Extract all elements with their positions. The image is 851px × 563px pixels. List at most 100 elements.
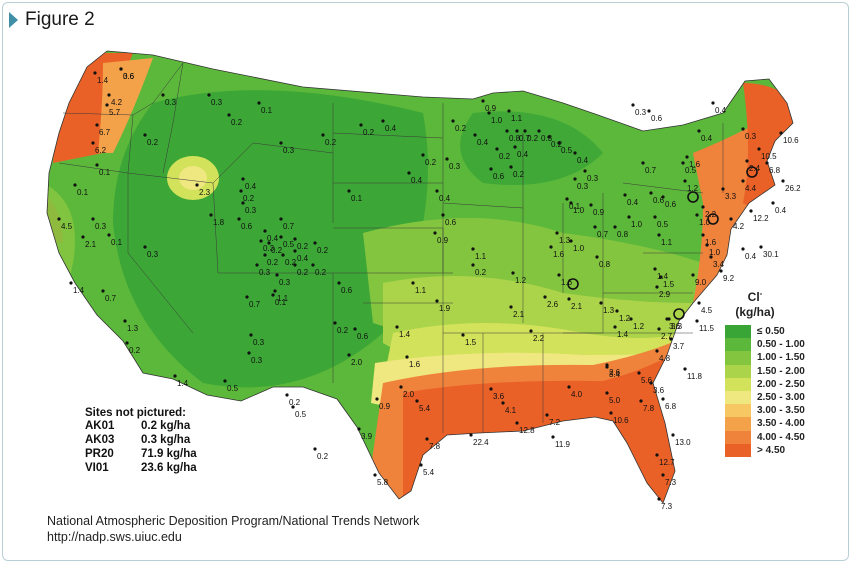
site-value-label: 7.3 bbox=[665, 478, 677, 487]
site-dot bbox=[273, 289, 277, 293]
site-dot bbox=[487, 111, 491, 115]
site-dot bbox=[247, 351, 251, 355]
legend-label: 3.50 - 4.00 bbox=[757, 418, 805, 430]
sites-not-pictured-rows: AK01 0.2 kg/ha AK03 0.3 kg/ha PR20 71.9 kg/ha… bbox=[85, 419, 245, 475]
site-value-label: 0.2 bbox=[325, 138, 337, 147]
site-value-label: 0.6 bbox=[651, 114, 663, 123]
site-value-label: 0.2 bbox=[425, 158, 437, 167]
site-value-label: 12.7 bbox=[659, 458, 675, 467]
site-dot bbox=[173, 374, 177, 378]
site-dot bbox=[291, 405, 295, 409]
figure-title: Figure 2 bbox=[25, 9, 95, 30]
site-dot bbox=[653, 215, 657, 219]
site-dot bbox=[779, 131, 783, 135]
site-value-label: 13.0 bbox=[675, 438, 691, 447]
site-dot bbox=[293, 263, 297, 267]
site-dot bbox=[641, 161, 645, 165]
site-value-label: 4.5 bbox=[61, 222, 73, 231]
site-value-label: 0.3 bbox=[147, 250, 159, 259]
site-dot bbox=[333, 321, 337, 325]
site-dot bbox=[489, 387, 493, 391]
site-dot bbox=[547, 135, 551, 139]
site-dot bbox=[347, 353, 351, 357]
site-value-label: 3.7 bbox=[673, 342, 685, 351]
site-dot bbox=[321, 133, 325, 137]
site-value-label: 1.3 bbox=[603, 306, 615, 315]
site-value-label: 7.8 bbox=[643, 404, 655, 413]
site-dot bbox=[749, 209, 753, 213]
site-value-label: 0.2 bbox=[475, 268, 487, 277]
site-value-label: 0.3 bbox=[253, 338, 265, 347]
legend-title-charge: - bbox=[759, 289, 763, 298]
site-dot bbox=[537, 129, 541, 133]
site-dot bbox=[267, 241, 271, 245]
site-value-label: 0.4 bbox=[245, 182, 257, 191]
site-dot bbox=[227, 113, 231, 117]
site-value-label: 5.8 bbox=[377, 478, 389, 487]
site-value-label: 6.7 bbox=[99, 128, 111, 137]
unpictured-site-value: 23.6 kg/ha bbox=[141, 462, 197, 474]
special-sites bbox=[567, 166, 758, 320]
site-dot bbox=[697, 129, 701, 133]
site-value-label: 12.8 bbox=[519, 426, 535, 435]
site-dot bbox=[515, 129, 519, 133]
unpictured-site-id: AK01 bbox=[85, 420, 115, 432]
site-dot bbox=[285, 393, 289, 397]
credit-line-2: http://nadp.sws.uiuc.edu bbox=[47, 530, 182, 544]
site-dot bbox=[529, 329, 533, 333]
site-dot bbox=[573, 177, 577, 181]
site-dot bbox=[399, 385, 403, 389]
site-dot bbox=[411, 281, 415, 285]
site-value-label: 0.9 bbox=[437, 236, 449, 245]
legend-title-ion: Cl bbox=[747, 290, 760, 304]
site-dot bbox=[573, 151, 577, 155]
site-dot bbox=[543, 295, 547, 299]
site-value-label: 0.2 bbox=[289, 398, 301, 407]
unpictured-site-value: 0.3 kg/ha bbox=[141, 434, 191, 446]
site-value-label: 0.5 bbox=[295, 410, 307, 419]
site-value-label: 0.6 bbox=[341, 286, 353, 295]
site-dot bbox=[237, 217, 241, 221]
site-value-label: 3.9 bbox=[361, 432, 373, 441]
site-dot bbox=[57, 217, 61, 221]
site-value-label: 2.6 bbox=[547, 300, 559, 309]
site-value-label: 0.3 bbox=[251, 356, 263, 365]
unpictured-site-row: AK01 0.2 kg/ha bbox=[85, 419, 245, 433]
site-value-label: 0.2 bbox=[297, 268, 309, 277]
site-value-label: 0.6 bbox=[493, 172, 505, 181]
site-value-label: 0.8 bbox=[617, 230, 629, 239]
site-dot bbox=[279, 235, 283, 239]
site-dot bbox=[425, 437, 429, 441]
site-dot bbox=[549, 245, 553, 249]
site-value-label: 1.0 bbox=[709, 248, 721, 257]
high-zone-northwest bbox=[98, 58, 153, 153]
site-dot bbox=[275, 273, 279, 277]
legend-label: ≤ 0.50 bbox=[757, 326, 785, 338]
site-dot bbox=[239, 189, 243, 193]
site-value-label: 0.1 bbox=[111, 238, 123, 247]
site-dot bbox=[101, 289, 105, 293]
site-dot bbox=[209, 213, 213, 217]
site-value-label: 0.2 bbox=[513, 170, 525, 179]
site-value-label: 4.8 bbox=[659, 354, 671, 363]
site-value-label: 0.2 bbox=[267, 258, 279, 267]
site-value-label: 1.6 bbox=[561, 278, 573, 287]
border-wy bbox=[212, 142, 334, 223]
site-dot bbox=[93, 71, 97, 75]
site-dot bbox=[569, 201, 573, 205]
site-dot bbox=[105, 103, 109, 107]
site-dot bbox=[623, 193, 627, 197]
site-dot bbox=[451, 119, 455, 123]
site-dot bbox=[745, 159, 749, 163]
sites-not-pictured-heading: Sites not pictured: bbox=[85, 407, 186, 419]
site-value-label: 0.9 bbox=[485, 104, 497, 113]
site-value-label: 4.2 bbox=[111, 98, 123, 107]
site-dot bbox=[313, 447, 317, 451]
site-value-label: 0.5 bbox=[685, 166, 697, 175]
legend-swatch bbox=[725, 404, 751, 418]
figure-arrow-icon bbox=[9, 12, 18, 28]
site-value-label: 0.7 bbox=[249, 300, 261, 309]
site-dot bbox=[433, 231, 437, 235]
site-value-label: 6.8 bbox=[665, 402, 677, 411]
open-circle-site bbox=[687, 191, 699, 203]
